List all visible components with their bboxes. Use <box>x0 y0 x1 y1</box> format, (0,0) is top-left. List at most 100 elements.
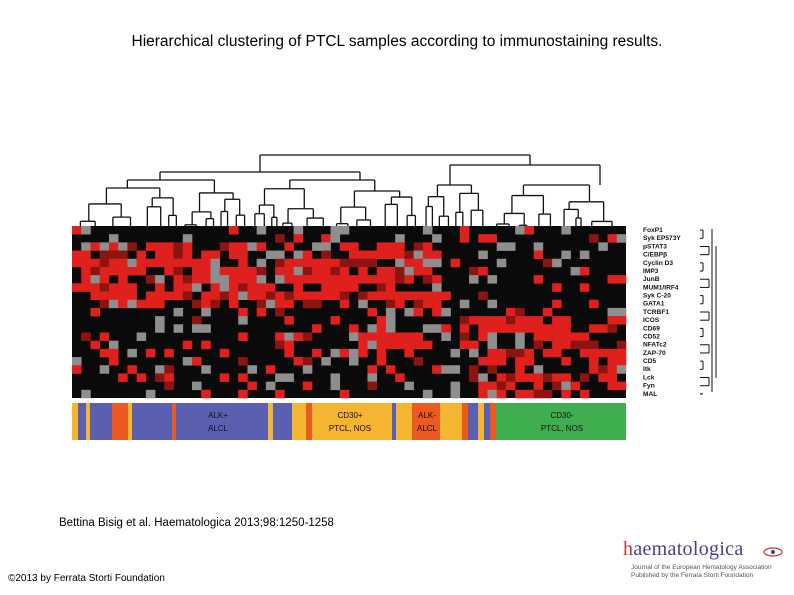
heatmap-cell <box>542 373 553 382</box>
heatmap-cell <box>487 275 498 284</box>
heatmap-cell <box>256 275 267 284</box>
heatmap-cell <box>441 307 451 317</box>
heatmap-cell <box>302 275 313 284</box>
heatmap-cell <box>330 266 341 276</box>
heatmap-cell <box>238 316 248 325</box>
heatmap-cell <box>228 275 239 284</box>
group-bar-segment <box>90 403 112 440</box>
heatmap-cell <box>293 332 304 341</box>
heatmap-cell <box>552 332 562 341</box>
heatmap-cell <box>219 373 230 382</box>
heatmap-cell <box>579 283 590 292</box>
heatmap-cell <box>561 324 571 333</box>
heatmap-cell <box>589 365 599 374</box>
heatmap-cell <box>422 299 433 309</box>
heatmap-cell <box>302 299 313 309</box>
heatmap-cell <box>385 340 396 350</box>
heatmap-cell <box>376 291 387 301</box>
heatmap-cell <box>395 258 405 268</box>
heatmap-cell <box>238 332 248 341</box>
heatmap-cell <box>469 316 479 325</box>
heatmap-cell <box>81 275 91 284</box>
heatmap-cell <box>598 242 608 251</box>
heatmap-cell <box>136 299 147 309</box>
heatmap-cell <box>321 283 331 292</box>
heatmap-cell <box>385 316 396 325</box>
heatmap-cell <box>533 389 544 399</box>
heatmap-cell <box>395 266 405 276</box>
heatmap-cell <box>284 348 294 358</box>
heatmap-cell <box>256 299 267 309</box>
heatmap-cell <box>450 381 461 391</box>
heatmap-cell <box>367 324 377 333</box>
heatmap-cell <box>293 266 304 276</box>
heatmap-cell <box>589 357 599 366</box>
heatmap-cell <box>616 234 627 243</box>
heatmap-cell <box>616 365 627 374</box>
group-label-cd30-pos: CD30+ <box>337 411 362 420</box>
heatmap-cell <box>182 340 193 350</box>
heatmap-cell <box>201 365 211 374</box>
heatmap-cell <box>275 266 285 276</box>
heatmap-cell <box>367 373 377 382</box>
heatmap-cell <box>349 357 359 366</box>
heatmap-cell <box>228 226 239 235</box>
heatmap-cell <box>201 299 211 309</box>
heatmap-cell <box>256 283 267 292</box>
heatmap-cell <box>182 258 193 268</box>
heatmap-cell <box>72 357 82 366</box>
heatmap-cell <box>413 291 424 301</box>
heatmap-cell <box>321 357 331 366</box>
heatmap-cell <box>81 226 91 235</box>
heatmap-cell <box>432 283 442 292</box>
heatmap-cell <box>136 373 147 382</box>
heatmap-cell <box>358 299 368 309</box>
heatmap-cell <box>579 266 590 276</box>
heatmap-cell <box>201 340 211 350</box>
heatmap-cell <box>339 275 350 284</box>
heatmap-cell <box>469 348 479 358</box>
logo-emblem-icon <box>763 547 783 557</box>
heatmap-cell <box>533 242 544 251</box>
heatmap-cell <box>515 357 525 366</box>
heatmap-cell <box>358 348 368 358</box>
heatmap-cell <box>275 389 285 399</box>
heatmap-cell <box>321 275 331 284</box>
heatmap-cell <box>524 316 534 325</box>
heatmap-cell <box>219 242 230 251</box>
heatmap-cell <box>118 250 128 260</box>
heatmap-cell <box>542 389 553 399</box>
heatmap-cell <box>339 266 350 276</box>
heatmap-cell <box>182 357 193 366</box>
heatmap-cell <box>118 258 128 268</box>
heatmap-cell <box>192 283 202 292</box>
heatmap-cell <box>256 226 267 235</box>
heatmap-cell <box>330 226 341 235</box>
heatmap-cell <box>505 242 516 251</box>
heatmap-cell <box>385 365 396 374</box>
heatmap-cell <box>275 340 285 350</box>
heatmap-cell <box>330 381 341 391</box>
heatmap-cell <box>90 283 100 292</box>
heatmap-cell <box>376 357 387 366</box>
group-bar-segment <box>306 403 312 440</box>
heatmap-cell <box>367 258 377 268</box>
heatmap-cell <box>469 373 479 382</box>
heatmap-cell <box>349 242 359 251</box>
heatmap-cell <box>247 365 257 374</box>
heatmap-cell <box>275 250 285 260</box>
heatmap-cell <box>72 258 82 268</box>
heatmap-cell <box>432 299 442 309</box>
heatmap-cell <box>367 307 377 317</box>
heatmap-cell <box>607 275 618 284</box>
heatmap-cell <box>533 316 544 325</box>
heatmap-cell <box>376 348 387 358</box>
heatmap-cell <box>182 234 193 243</box>
heatmap-cell <box>339 226 350 235</box>
heatmap-cell <box>404 250 414 260</box>
heatmap-cell <box>164 348 174 358</box>
heatmap-cell <box>155 291 165 301</box>
heatmap-cell <box>136 266 147 276</box>
heatmap-cell <box>293 357 304 366</box>
